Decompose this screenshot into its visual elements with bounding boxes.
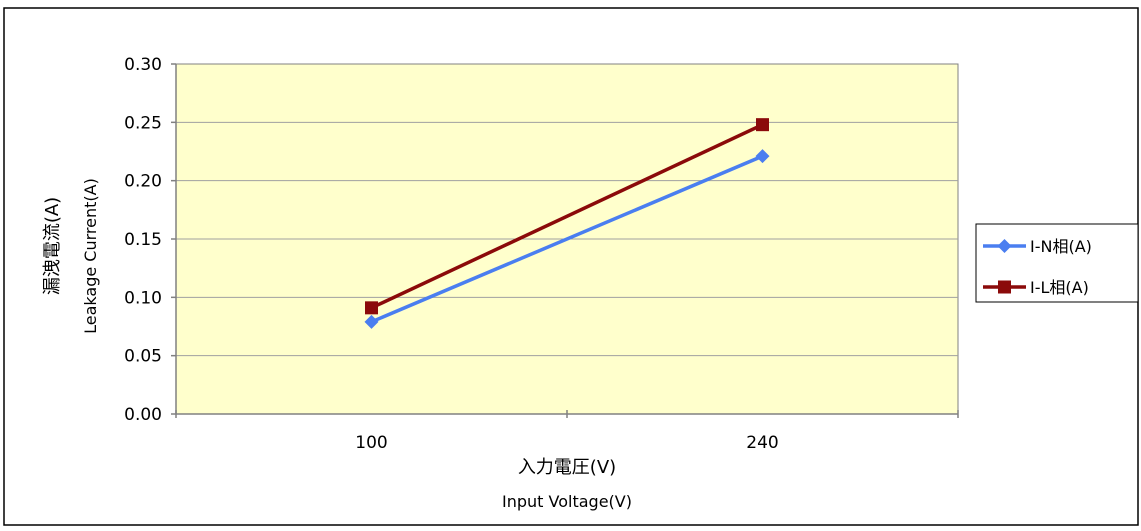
series-2	[365, 118, 769, 315]
y-tick-label: 0.30	[124, 55, 162, 75]
y-tick-label: 0.00	[124, 405, 162, 425]
y-axis-title-jp: 漏洩電流(A)	[42, 197, 63, 295]
data-point	[756, 118, 769, 132]
series-1	[364, 149, 770, 329]
legend-item: I-N相(A)	[983, 237, 1092, 256]
legend-label: I-N相(A)	[1030, 237, 1092, 256]
x-tick-label: 240	[746, 433, 778, 453]
data-point	[755, 149, 770, 164]
legend-item: I-L相(A)	[983, 278, 1089, 297]
y-tick-label: 0.25	[124, 113, 162, 133]
x-axis-title-jp: 入力電圧(V)	[518, 457, 616, 478]
series-line	[370, 123, 764, 310]
x-axis-title-en: Input Voltage(V)	[502, 492, 632, 511]
legend-marker	[998, 280, 1011, 294]
y-tick-label: 0.20	[124, 172, 162, 192]
legend-marker	[997, 239, 1012, 253]
y-tick-label: 0.10	[124, 288, 162, 308]
y-tick-label: 0.15	[124, 230, 162, 250]
y-axis-ticks: 0.00 0.05 0.10 0.15 0.20 0.25 0.30	[124, 55, 176, 425]
x-axis-ticks: 100 240	[175, 410, 959, 453]
legend-label: I-L相(A)	[1030, 278, 1089, 297]
data-point	[365, 301, 378, 315]
legend: I-N相(A) I-L相(A)	[975, 223, 1139, 303]
x-tick-label: 100	[355, 433, 387, 453]
y-tick-label: 0.05	[124, 347, 162, 367]
series-line	[370, 154, 764, 324]
y-axis-title-en: Leakage Current(A)	[81, 178, 100, 334]
data-point	[364, 314, 379, 329]
series-group	[364, 118, 770, 329]
